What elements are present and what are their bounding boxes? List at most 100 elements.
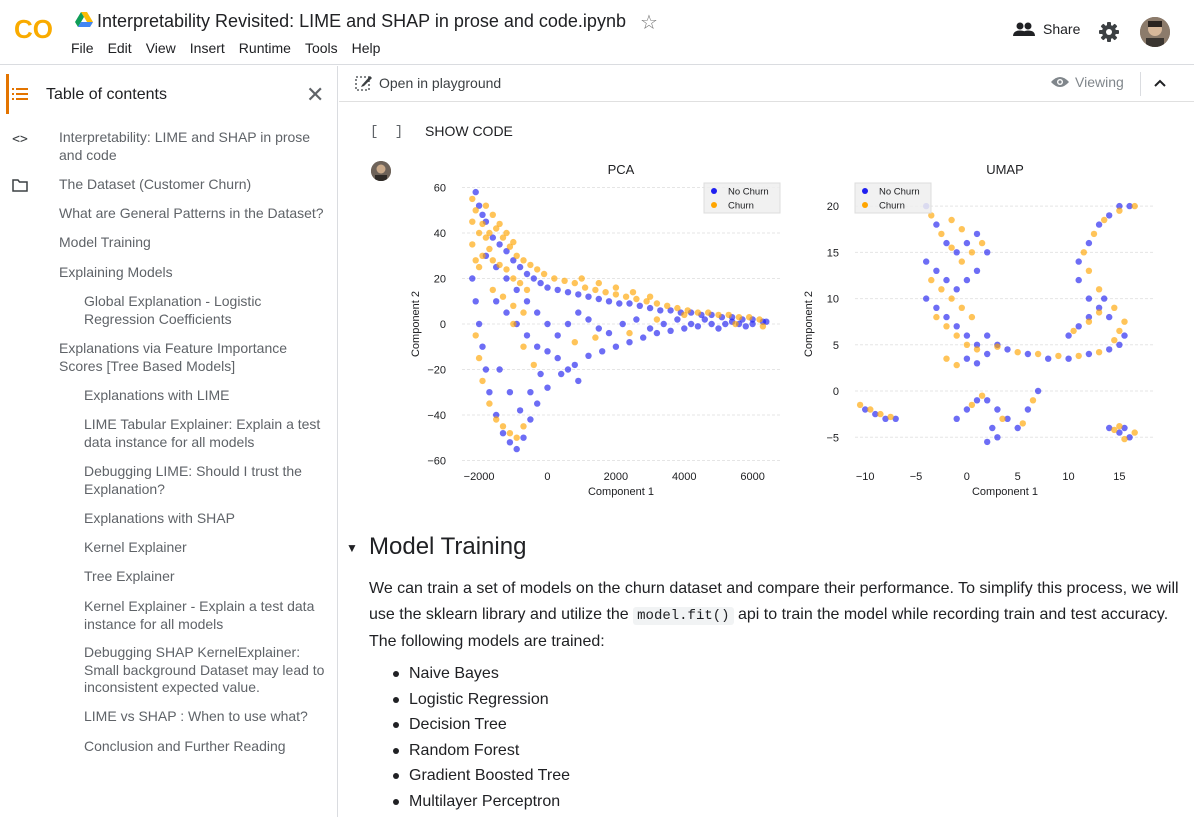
- data-point: [496, 261, 503, 269]
- menu-tools[interactable]: Tools: [304, 40, 338, 56]
- toc-item[interactable]: Explaining Models: [59, 264, 173, 280]
- data-point: [657, 307, 664, 314]
- google-drive-icon: [75, 12, 93, 27]
- data-point: [1045, 355, 1052, 362]
- show-code-button[interactable]: SHOW CODE: [425, 123, 513, 139]
- data-point: [763, 318, 770, 325]
- data-point: [948, 244, 955, 251]
- toc-item[interactable]: Tree Explainer: [84, 568, 175, 584]
- open-in-playground-button[interactable]: Open in playground: [355, 74, 501, 92]
- data-point: [1101, 295, 1108, 302]
- toc-item[interactable]: Global Explanation - Logistic Regression…: [84, 293, 262, 327]
- data-point: [1075, 276, 1082, 284]
- close-icon[interactable]: ✕: [306, 82, 325, 107]
- data-point: [527, 389, 534, 396]
- data-point: [592, 334, 599, 341]
- app-header: CO Interpretability Revisited: LIME and …: [0, 0, 1194, 65]
- data-point: [496, 220, 503, 228]
- data-point: [984, 350, 991, 358]
- toc-item[interactable]: Kernel Explainer - Explain a test data i…: [84, 598, 315, 632]
- data-point: [742, 323, 749, 330]
- notebook-title[interactable]: Interpretability Revisited: LIME and SHA…: [97, 11, 626, 31]
- data-point: [503, 229, 510, 237]
- menu-bar: File Edit View Insert Runtime Tools Help: [71, 40, 394, 56]
- data-point: [867, 406, 874, 413]
- run-cell-button[interactable]: [ ]: [370, 124, 408, 140]
- data-point: [626, 329, 633, 337]
- star-icon[interactable]: ☆: [640, 12, 658, 34]
- data-point: [534, 343, 541, 350]
- data-point: [506, 439, 514, 446]
- data-point: [493, 411, 500, 419]
- toc-item[interactable]: Explanations with SHAP: [84, 510, 235, 526]
- toc-item[interactable]: What are General Patterns in the Dataset…: [59, 205, 324, 221]
- toc-rail-button[interactable]: [0, 79, 40, 109]
- toc-item[interactable]: Model Training: [59, 234, 151, 250]
- data-point: [653, 300, 661, 307]
- data-point: [973, 397, 981, 404]
- toc-item[interactable]: Explanations with LIME: [84, 387, 230, 403]
- list-item: Logistic Regression: [389, 687, 570, 713]
- menu-file[interactable]: File: [71, 40, 94, 56]
- menu-edit[interactable]: Edit: [107, 40, 132, 56]
- toc-item[interactable]: Debugging LIME: Should I trust the Expla…: [84, 463, 302, 497]
- data-point: [571, 361, 578, 369]
- data-point: [633, 316, 640, 323]
- share-button[interactable]: Share: [1013, 21, 1080, 37]
- data-point: [479, 377, 486, 385]
- data-point: [1121, 424, 1128, 432]
- active-indicator: [6, 74, 9, 114]
- data-point: [1055, 352, 1062, 360]
- data-point: [943, 313, 950, 321]
- side-rail: <>: [0, 66, 40, 817]
- list-item: Decision Tree: [389, 712, 570, 738]
- data-point: [1121, 435, 1128, 443]
- data-point: [646, 304, 654, 312]
- menu-view[interactable]: View: [145, 40, 176, 56]
- toc-item[interactable]: LIME Tabular Explainer: Explain a test d…: [84, 416, 321, 450]
- toc-item[interactable]: The Dataset (Customer Churn): [59, 176, 252, 192]
- data-point: [653, 316, 661, 323]
- data-point: [963, 341, 971, 348]
- code-icon: <>: [12, 131, 28, 147]
- toc-item[interactable]: Explanations via Feature Importance Scor…: [59, 340, 288, 374]
- data-point: [1116, 423, 1123, 430]
- data-point: [943, 276, 950, 284]
- data-point: [1111, 426, 1118, 434]
- data-point: [1019, 420, 1026, 427]
- data-point: [506, 389, 514, 396]
- menu-help[interactable]: Help: [351, 40, 381, 56]
- data-point: [530, 275, 537, 282]
- data-point: [599, 348, 606, 355]
- colab-logo[interactable]: CO: [14, 16, 56, 42]
- toc-item[interactable]: Interpretability: LIME and SHAP in prose…: [59, 129, 311, 163]
- toc-item[interactable]: Debugging SHAP KernelExplainer: Small ba…: [84, 644, 325, 695]
- data-point: [605, 329, 613, 337]
- data-point: [585, 293, 592, 300]
- chevron-up-icon[interactable]: [1154, 74, 1166, 92]
- viewing-mode[interactable]: Viewing: [1051, 74, 1124, 90]
- toc-item[interactable]: LIME vs SHAP : When to use what?: [84, 708, 308, 724]
- data-point: [479, 211, 486, 218]
- list-icon: [12, 88, 28, 100]
- y-tick-label: −60: [427, 455, 446, 467]
- data-point: [948, 216, 955, 224]
- toc-item[interactable]: Conclusion and Further Reading: [84, 738, 286, 754]
- data-point: [472, 188, 479, 196]
- data-point: [968, 249, 976, 256]
- user-avatar[interactable]: [1140, 17, 1170, 47]
- menu-runtime[interactable]: Runtime: [238, 40, 291, 56]
- y-tick-label: 20: [827, 201, 839, 213]
- files-button[interactable]: [0, 170, 40, 200]
- data-point: [938, 286, 945, 293]
- legend-label: No Churn: [879, 187, 920, 198]
- menu-insert[interactable]: Insert: [189, 40, 225, 56]
- x-tick-label: −10: [856, 471, 875, 483]
- data-point: [633, 295, 640, 303]
- gear-icon[interactable]: [1099, 22, 1119, 42]
- collapse-caret-icon[interactable]: ▼: [346, 541, 358, 555]
- code-snippets-button[interactable]: <>: [0, 124, 40, 154]
- toc-item[interactable]: Kernel Explainer: [84, 539, 187, 555]
- chart-title: UMAP: [986, 162, 1024, 177]
- data-point: [506, 243, 514, 250]
